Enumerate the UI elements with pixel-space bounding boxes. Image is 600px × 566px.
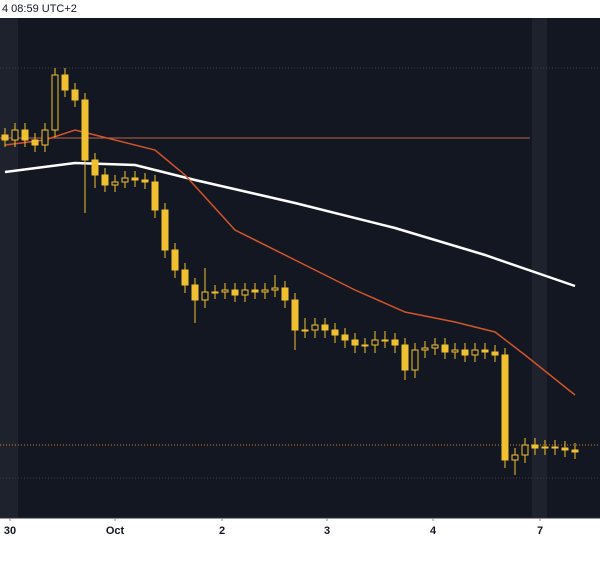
candle-body (431, 344, 439, 349)
candle-body (111, 181, 119, 186)
candle-body (491, 351, 499, 356)
candle-body (91, 159, 99, 176)
candle-body (411, 349, 419, 371)
candle-body (101, 174, 109, 186)
candle-body (201, 291, 209, 301)
candle-body (331, 329, 339, 336)
candle-body (141, 179, 149, 183)
candle-body (561, 447, 569, 451)
candle-body (371, 339, 379, 346)
candle-body (291, 299, 299, 331)
x-tick-label: 7 (537, 525, 543, 537)
candle-body (531, 444, 539, 449)
candle-body (221, 289, 229, 293)
candle-body (401, 344, 409, 371)
candle-body (161, 209, 169, 251)
candle-body (321, 324, 329, 331)
candle-body (521, 444, 529, 456)
candle-body (151, 181, 159, 211)
candle-body (511, 454, 519, 461)
candle-body (211, 291, 219, 294)
header-time: 4 08:59 UTC+2 (2, 3, 77, 15)
candle-body (21, 129, 29, 141)
candle-body (41, 129, 49, 146)
x-tick-label: Oct (106, 525, 125, 537)
candle-body (341, 334, 349, 341)
candle-body (571, 449, 579, 453)
plot-background (0, 18, 600, 518)
candle-body (461, 349, 469, 356)
x-tick-label: 2 (219, 525, 225, 537)
candle-body (301, 329, 309, 332)
candle-body (311, 324, 319, 331)
candle-body (121, 177, 129, 183)
candle-body (481, 349, 489, 353)
candle-body (191, 284, 199, 301)
candle-body (381, 339, 389, 342)
candle-body (181, 269, 189, 286)
candle-body (131, 177, 139, 181)
candle-body (391, 339, 399, 346)
candle-body (551, 446, 559, 449)
candle-body (351, 339, 359, 346)
x-tick-label: 30 (4, 525, 16, 537)
x-tick-label: 4 (430, 525, 437, 537)
candle-body (281, 287, 289, 301)
x-tick-label: 3 (324, 525, 330, 537)
weekend-band (532, 18, 547, 518)
candle-body (231, 289, 239, 296)
candle-body (251, 289, 259, 293)
weekend-band (0, 18, 18, 518)
candle-body (31, 139, 39, 146)
candle-body (361, 344, 369, 347)
candle-body (61, 74, 69, 91)
candle-body (271, 287, 279, 291)
candle-body (421, 347, 429, 351)
candle-body (501, 354, 509, 461)
candle-body (81, 99, 89, 161)
candle-body (441, 344, 449, 353)
candle-body (171, 249, 179, 271)
candle-body (71, 89, 79, 101)
candle-body (1, 134, 9, 141)
candle-body (471, 349, 479, 356)
candle-body (541, 446, 549, 449)
candle-body (241, 289, 249, 296)
candle-body (51, 74, 59, 131)
candle-body (11, 129, 19, 141)
moving-average (4, 129, 576, 396)
candle-body (261, 289, 269, 293)
candle-body (451, 349, 459, 353)
